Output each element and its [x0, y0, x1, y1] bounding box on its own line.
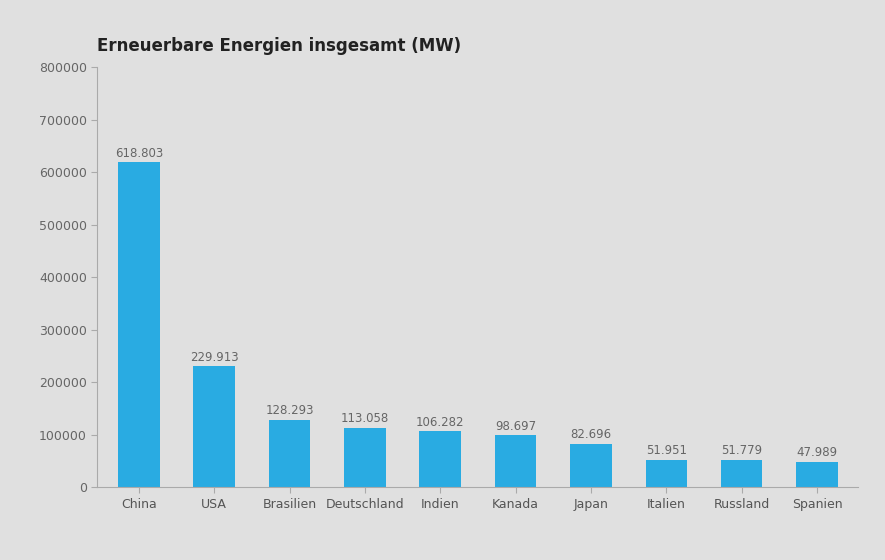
- Text: 618.803: 618.803: [115, 147, 163, 160]
- Bar: [645, 460, 687, 487]
- Text: 51.779: 51.779: [721, 445, 762, 458]
- Bar: [419, 431, 461, 487]
- Text: 98.697: 98.697: [495, 420, 536, 433]
- Bar: [194, 366, 235, 487]
- Bar: [118, 162, 159, 487]
- Text: 106.282: 106.282: [416, 416, 465, 429]
- Text: 51.951: 51.951: [646, 444, 687, 458]
- Text: 113.058: 113.058: [341, 412, 389, 425]
- Text: Erneuerbare Energien insgesamt (MW): Erneuerbare Energien insgesamt (MW): [97, 36, 461, 54]
- Bar: [269, 420, 311, 487]
- Bar: [495, 435, 536, 487]
- Text: 229.913: 229.913: [190, 351, 238, 364]
- Text: 82.696: 82.696: [570, 428, 612, 441]
- Bar: [796, 462, 838, 487]
- Bar: [721, 460, 762, 487]
- Bar: [344, 428, 386, 487]
- Text: 128.293: 128.293: [266, 404, 314, 417]
- Text: 47.989: 47.989: [796, 446, 837, 459]
- Bar: [570, 444, 612, 487]
